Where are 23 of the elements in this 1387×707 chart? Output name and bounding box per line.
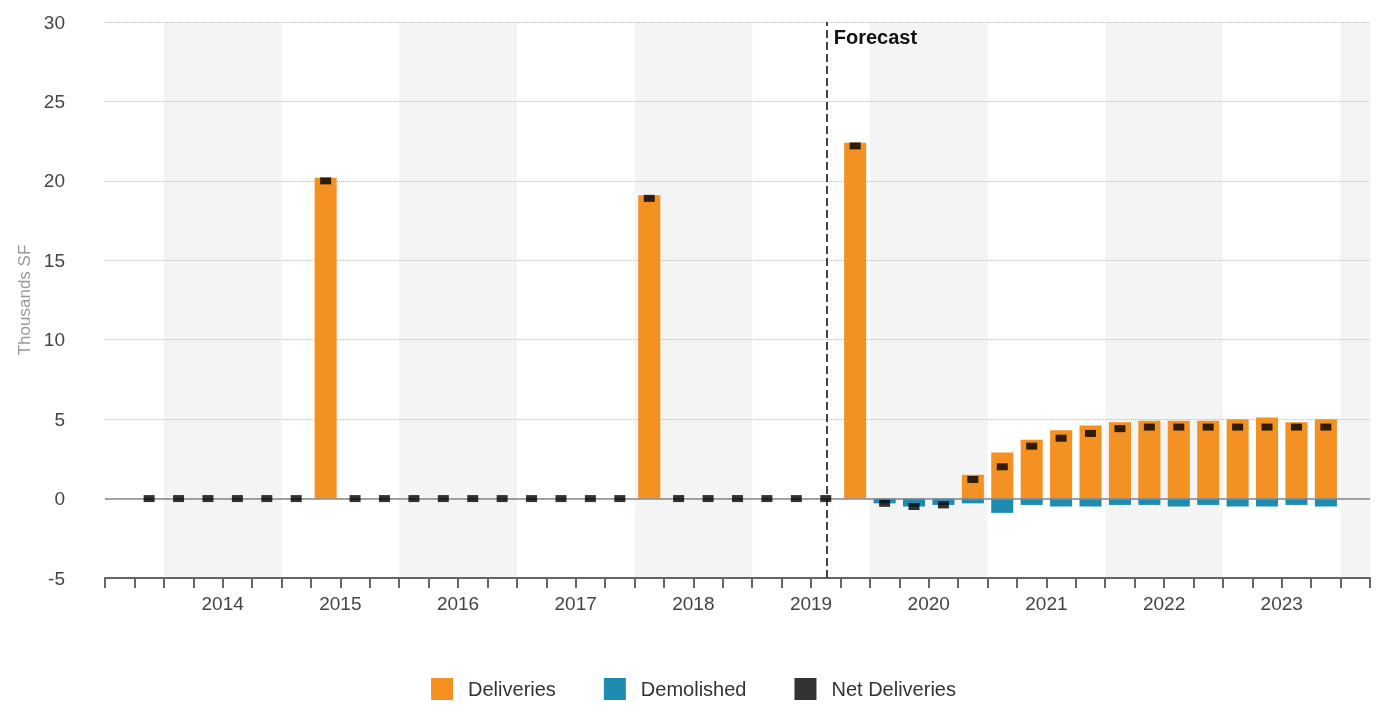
legend-label: Deliveries — [468, 678, 556, 700]
y-tick-label: 25 — [43, 90, 65, 112]
y-tick-label: 10 — [43, 329, 65, 351]
x-tick-label: 2017 — [554, 593, 597, 614]
legend-label: Net Deliveries — [831, 678, 956, 700]
x-tick-label: 2018 — [672, 593, 715, 614]
ref-line-label: Forecast — [833, 26, 918, 48]
x-tick-label: 2015 — [319, 593, 362, 614]
x-tick-label: 2023 — [1260, 593, 1303, 614]
x-tick-label: 2019 — [789, 593, 833, 614]
y-tick-label: 15 — [43, 249, 65, 271]
y-tick-label: -5 — [48, 567, 65, 589]
y-axis-title: Thousands SF — [14, 244, 34, 356]
x-tick-label: 2021 — [1025, 593, 1068, 614]
y-tick-label: 5 — [54, 408, 65, 430]
x-tick-label: 2014 — [201, 593, 245, 614]
y-tick-label: 30 — [43, 11, 65, 33]
x-tick-label: 2020 — [907, 593, 950, 614]
x-tick-label: 2022 — [1142, 593, 1186, 614]
y-tick-label: 20 — [43, 170, 65, 192]
x-tick-label: 2016 — [436, 593, 480, 614]
y-tick-label: 0 — [54, 488, 65, 510]
legend-label: Demolished — [640, 678, 747, 700]
